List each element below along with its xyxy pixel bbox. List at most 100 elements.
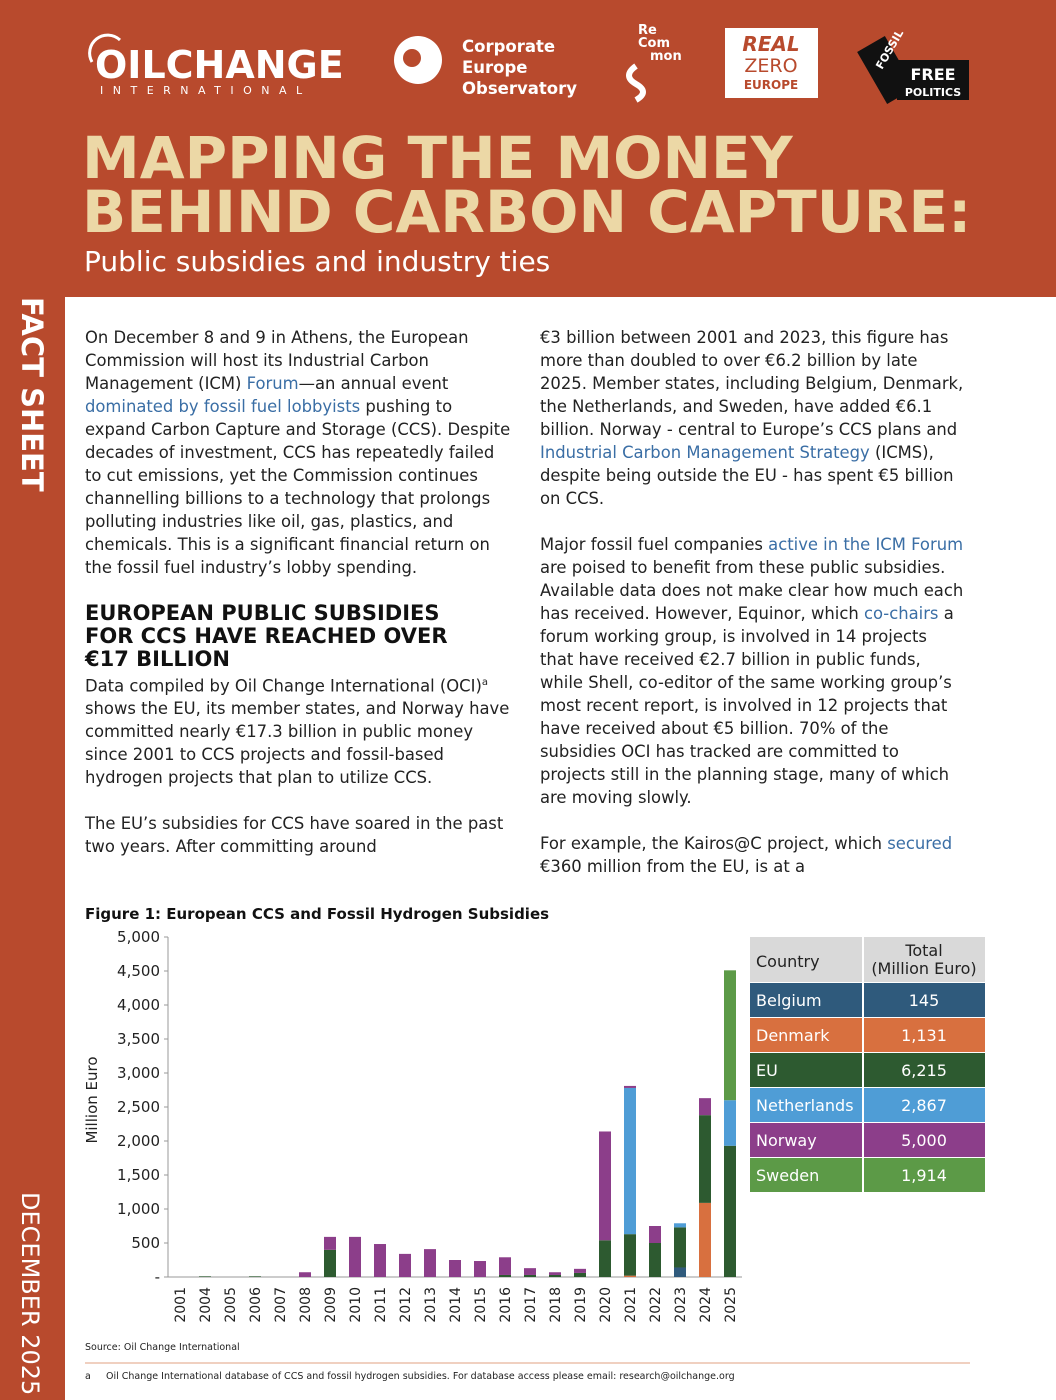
paragraph: The EU’s subsidies for CCS have soared i… — [85, 812, 515, 858]
logo-text: INTERNATIONAL — [100, 84, 312, 97]
logo-text: EUROPE — [744, 78, 798, 92]
x-tick-label: 2023 — [673, 1287, 689, 1323]
x-tick-label: 2011 — [373, 1287, 389, 1323]
table-total: 5,000 — [901, 1131, 947, 1150]
y-tick-label: 3,000 — [117, 1064, 160, 1082]
bar-segment — [724, 1100, 736, 1146]
y-tick-label: 2,500 — [117, 1098, 160, 1116]
table-total: 1,131 — [901, 1026, 947, 1045]
bar-segment — [549, 1274, 561, 1277]
y-tick-label: 4,500 — [117, 962, 160, 980]
logo-text: Com — [638, 36, 670, 51]
bar-segment — [674, 1223, 686, 1228]
table-cell — [750, 1158, 862, 1192]
table-cell — [750, 1053, 862, 1087]
paragraph: For example, the Kairos@C project, which… — [540, 832, 965, 878]
title-line: BEHIND CARBON CAPTURE: — [82, 178, 971, 246]
logo-recommon: Re Com mon — [626, 23, 682, 103]
table-cell — [864, 1088, 985, 1122]
text: shows the EU, its member states, and Nor… — [85, 699, 510, 788]
header: OILCHANGE INTERNATIONAL Corporate Europe… — [82, 23, 971, 278]
bar-segment — [299, 1272, 311, 1277]
bar-segment — [649, 1243, 661, 1277]
body-column: On December 8 and 9 in Athens, the Europ… — [85, 326, 515, 881]
link[interactable]: dominated by fossil fuel lobbyists — [85, 397, 361, 416]
table-cell — [864, 1158, 985, 1192]
text: a forum working group, is involved in 14… — [540, 604, 954, 807]
figure: Figure 1: European CCS and Fossil Hydrog… — [83, 905, 985, 1382]
table-total: 145 — [909, 991, 940, 1010]
bar-segment — [324, 1236, 336, 1250]
logo-text: REAL — [742, 32, 799, 56]
y-tick-label: 1,000 — [117, 1200, 160, 1218]
text: €360 million from the EU, is at a — [540, 857, 805, 876]
link[interactable]: Forum — [246, 374, 299, 393]
link[interactable]: active in the ICM Forum — [768, 535, 964, 554]
link[interactable]: Industrial Carbon Management Strategy — [540, 443, 870, 462]
sidebar: FACT SHEET DECEMBER 2025 — [15, 297, 49, 1395]
logo-text: Corporate — [462, 37, 555, 56]
x-tick-label: 2008 — [298, 1287, 314, 1323]
table-total: 2,867 — [901, 1096, 947, 1115]
text: —an annual event — [298, 374, 449, 393]
table-header-bg — [864, 937, 985, 982]
text: pushing to expand Carbon Capture and Sto… — [85, 397, 511, 577]
x-tick-label: 2010 — [348, 1287, 364, 1323]
logo-text: FREE — [910, 65, 955, 84]
bar-segment — [599, 1131, 611, 1241]
table-header: (Million Euro) — [871, 959, 976, 978]
table-header: Country — [756, 952, 820, 971]
x-tick-label: 2024 — [698, 1287, 714, 1323]
link[interactable]: co-chairs — [863, 604, 939, 623]
link[interactable]: secured — [887, 834, 953, 853]
bar-segment — [599, 1240, 611, 1277]
paragraph: On December 8 and 9 in Athens, the Europ… — [85, 326, 515, 579]
table-cell — [750, 1123, 862, 1157]
table-country: Norway — [756, 1131, 817, 1150]
table-total: 1,914 — [901, 1166, 947, 1185]
x-tick-label: 2009 — [323, 1287, 339, 1323]
bar-segment — [624, 1087, 636, 1235]
bar-segment — [499, 1257, 511, 1275]
y-axis-label: Million Euro — [83, 1056, 101, 1143]
bar-segment — [449, 1260, 461, 1277]
y-tick-label: 4,000 — [117, 996, 160, 1014]
bar-segment — [624, 1275, 636, 1277]
table-cell — [750, 983, 862, 1017]
logo-text: Europe — [462, 58, 528, 77]
x-tick-label: 2017 — [523, 1287, 539, 1323]
text: For example, the Kairos@C project, which — [540, 834, 888, 853]
table-header-bg — [750, 937, 862, 982]
text: Major fossil fuel companies — [540, 535, 769, 554]
paragraph: Data compiled by Oil Change Internationa… — [85, 671, 515, 789]
table-cell — [864, 983, 985, 1017]
x-tick-label: 2006 — [248, 1287, 264, 1323]
x-tick-label: 2022 — [648, 1287, 664, 1323]
x-tick-label: 2012 — [398, 1287, 414, 1323]
logo-fossilfree: FOSSIL FREE POLITICS — [857, 27, 969, 104]
bar-segment — [324, 1249, 336, 1277]
y-tick-label: 3,500 — [117, 1030, 160, 1048]
logo-text: POLITICS — [905, 86, 961, 99]
table-country: EU — [756, 1061, 778, 1080]
bar-segment — [524, 1274, 536, 1277]
text: The EU’s subsidies for CCS have soared i… — [85, 814, 504, 857]
bar-segment — [524, 1268, 536, 1275]
bar-segment — [649, 1226, 661, 1243]
table-cell — [864, 1123, 985, 1157]
bar-segment — [574, 1272, 586, 1277]
bar-segment — [699, 1202, 711, 1277]
logo-text: mon — [650, 49, 682, 64]
x-tick-label: 2015 — [473, 1287, 489, 1323]
bar-segment — [549, 1272, 561, 1275]
table-header: Total — [904, 941, 942, 960]
bar-segment — [699, 1115, 711, 1203]
table-country: Denmark — [756, 1026, 830, 1045]
table-total: 6,215 — [901, 1061, 947, 1080]
table-country: Netherlands — [756, 1096, 854, 1115]
logo-oilchange: OILCHANGE INTERNATIONAL — [88, 33, 344, 97]
x-tick-label: 2004 — [198, 1287, 214, 1323]
bar-segment — [249, 1276, 261, 1277]
logo-ceo: Corporate Europe Observatory — [394, 36, 577, 98]
